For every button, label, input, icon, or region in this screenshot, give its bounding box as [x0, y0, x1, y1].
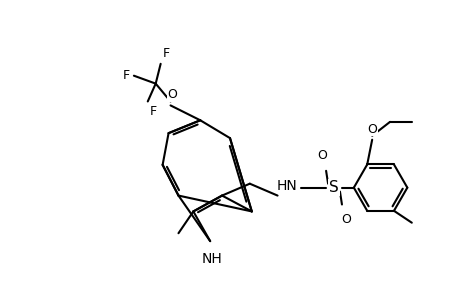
Text: F: F [123, 69, 129, 82]
Text: S: S [329, 180, 338, 195]
Text: O: O [167, 88, 177, 101]
Text: HN: HN [276, 179, 297, 193]
Text: F: F [150, 105, 157, 119]
Text: F: F [162, 47, 169, 60]
Text: O: O [317, 149, 326, 162]
Text: O: O [366, 123, 376, 136]
Text: O: O [340, 213, 350, 226]
Text: NH: NH [202, 252, 222, 266]
